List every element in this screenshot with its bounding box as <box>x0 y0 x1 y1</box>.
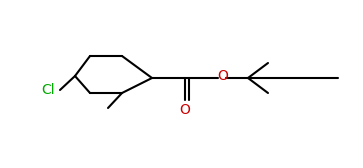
Text: Cl: Cl <box>41 83 55 97</box>
Text: O: O <box>180 103 191 117</box>
Text: O: O <box>217 69 228 83</box>
